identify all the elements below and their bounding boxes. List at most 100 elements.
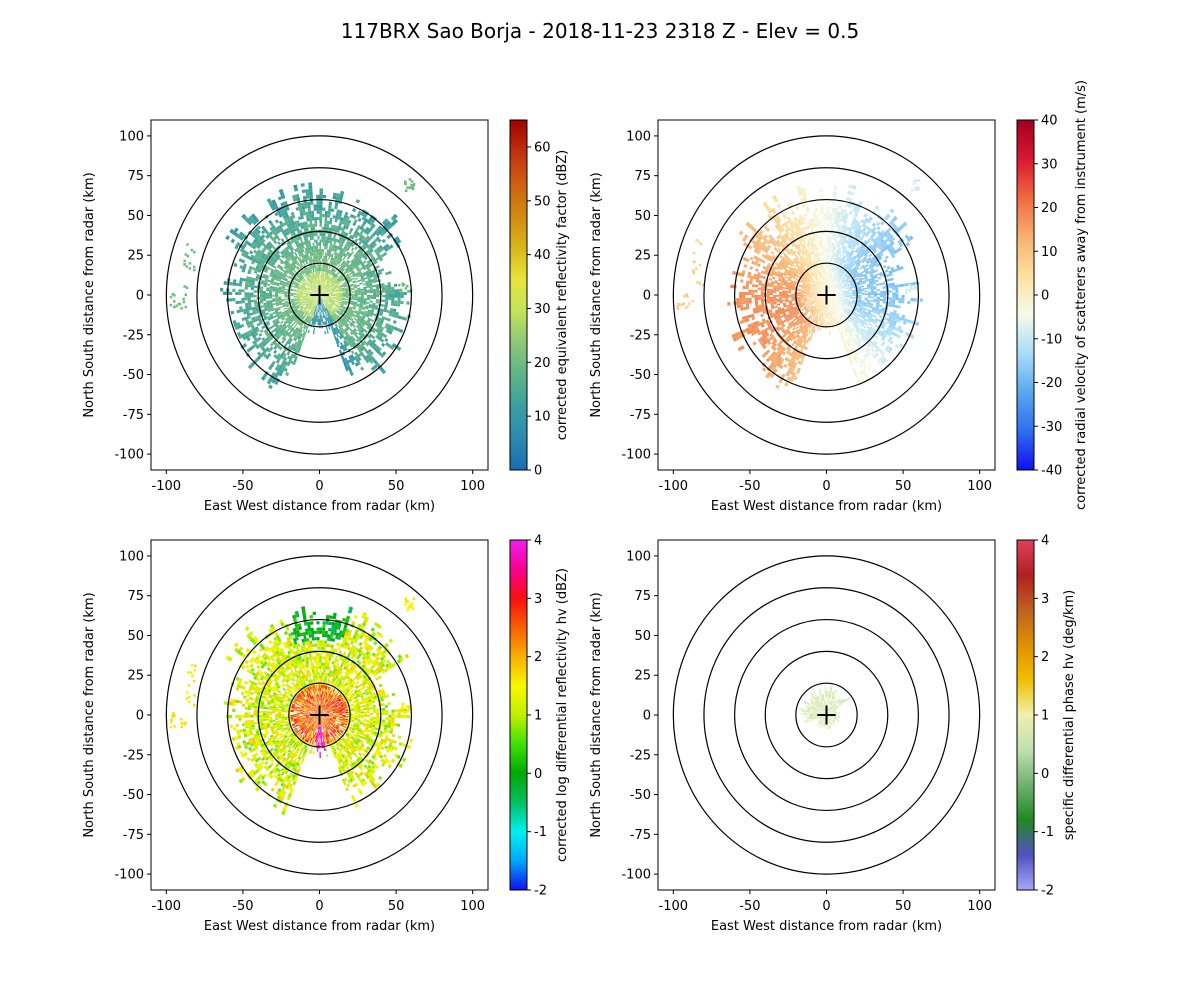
velocity-ylabel: North South distance from radar (km): [589, 172, 604, 417]
zdr-range-ring-20km: [288, 682, 351, 748]
zdr-range-ring-100km: [165, 555, 474, 875]
reflectivity-xtick-label: -50: [232, 479, 253, 494]
velocity-colorbar-tick-label: 30: [1041, 157, 1058, 172]
kdp-xlabel: East West distance from radar (km): [711, 919, 942, 934]
figure-title: 117BRX Sao Borja - 2018-11-23 2318 Z - E…: [341, 19, 859, 43]
kdp-xtick-label: -100: [659, 899, 689, 914]
velocity-ytick-label: -75: [630, 408, 651, 423]
velocity-range-ring-20km: [795, 262, 858, 328]
zdr-colorbar-tick-label: 4: [534, 534, 542, 549]
zdr-ytick-label: -50: [123, 788, 144, 803]
kdp-ytick-label: -25: [630, 748, 651, 763]
velocity-colorbar-tick-label: -30: [1041, 420, 1062, 435]
reflectivity-xtick-label: -100: [152, 479, 182, 494]
panel-zdr: -100 -50 0 50 100 -100 -75 -50 -25 0 25 50 75 100 East…: [82, 534, 570, 935]
reflectivity-range-ring-100km: [165, 135, 474, 455]
zdr-ylabel: North South distance from radar (km): [82, 592, 97, 837]
velocity-ytick-label: 25: [634, 249, 651, 264]
zdr-range-ring-40km: [257, 650, 382, 780]
zdr-ytick-label: 0: [136, 709, 144, 724]
zdr-xtick-label: -50: [232, 899, 253, 914]
reflectivity-colorbar-tick-label: 50: [534, 194, 551, 209]
reflectivity-ytick-label: 50: [127, 209, 144, 224]
zdr-xtick-label: -100: [152, 899, 182, 914]
reflectivity-range-ring-60km: [226, 198, 413, 392]
panel-velocity: -100 -50 0 50 100-100-75-50-250255075100East…: [589, 80, 1089, 514]
kdp-colorbar-tick-label: 1: [1041, 709, 1049, 724]
velocity-radar-location-marker: [817, 285, 836, 305]
kdp-colorbar-label: specific differential phase hv (deg/km): [1062, 590, 1077, 840]
velocity-colorbar-tick-label: -20: [1041, 376, 1062, 391]
reflectivity-colorbar-tick-label: 40: [534, 248, 551, 263]
reflectivity-xtick-label: 50: [388, 479, 405, 494]
kdp-xtick-label: 50: [895, 899, 912, 914]
zdr-radar-location-marker: [310, 705, 329, 725]
kdp-radar-location-marker: [817, 705, 836, 725]
zdr-xtick-label: 50: [388, 899, 405, 914]
kdp-range-ring-60km: [733, 618, 920, 812]
reflectivity-range-ring-80km: [196, 167, 443, 423]
kdp-ytick-label: -75: [630, 828, 651, 843]
reflectivity-range-ring-40km: [257, 230, 382, 360]
reflectivity-ytick-label: 25: [127, 249, 144, 264]
velocity-xlabel: East West distance from radar (km): [711, 499, 942, 514]
velocity-colorbar-tick-label: 40: [1041, 114, 1058, 129]
velocity-xtick-label: 50: [895, 479, 912, 494]
reflectivity-colorbar-tick-label: 60: [534, 140, 551, 155]
reflectivity-colorbar-tick-label: 10: [534, 410, 551, 425]
zdr-ytick-label: 75: [127, 589, 144, 604]
reflectivity-colorbar-label: corrected equivalent reflectivity factor…: [555, 150, 570, 441]
reflectivity-ytick-label: -100: [114, 448, 144, 463]
reflectivity-ylabel: North South distance from radar (km): [82, 172, 97, 417]
panel-reflectivity: -100 -50 0 50 100-100-75-50-250255075100East…: [82, 119, 570, 514]
velocity-range-ring-60km: [733, 198, 920, 392]
velocity-colorbar-label: corrected radial velocity of scatterers …: [1074, 80, 1089, 510]
reflectivity-xtick-label: 100: [460, 479, 485, 494]
kdp-ytick-label: 0: [643, 709, 651, 724]
zdr-colorbar-label: corrected log differential reflectivity …: [555, 568, 570, 862]
zdr-radar-field: [165, 555, 474, 875]
zdr-ytick-label: -75: [123, 828, 144, 843]
kdp-ytick-label: 100: [626, 549, 651, 564]
reflectivity-range-ring-20km: [288, 262, 351, 328]
velocity-xtick-label: 0: [822, 479, 830, 494]
zdr-colorbar: [509, 539, 528, 891]
velocity-ytick-label: -50: [630, 368, 651, 383]
velocity-range-ring-80km: [703, 167, 950, 423]
reflectivity-radar-location-marker: [310, 285, 329, 305]
zdr-ytick-label: 50: [127, 629, 144, 644]
kdp-colorbar-tick-label: 0: [1041, 767, 1049, 782]
kdp-range-ring-40km: [764, 650, 889, 780]
velocity-xtick-label: 100: [967, 479, 992, 494]
reflectivity-ytick-label: -50: [123, 368, 144, 383]
velocity-xtick-label: -50: [739, 479, 760, 494]
zdr-xtick-label: 0: [315, 899, 323, 914]
zdr-ytick-label: 100: [119, 549, 144, 564]
velocity-colorbar-tick-label: -10: [1041, 332, 1062, 347]
kdp-colorbar-tick-label: -1: [1041, 825, 1054, 840]
kdp-xtick-label: -50: [739, 899, 760, 914]
reflectivity-radar-field: [165, 135, 474, 455]
reflectivity-xtick-label: 0: [315, 479, 323, 494]
zdr-colorbar-tick-label: -2: [534, 884, 547, 899]
reflectivity-ytick-label: 0: [136, 289, 144, 304]
velocity-ytick-label: -100: [621, 448, 651, 463]
reflectivity-colorbar-tick-label: 30: [534, 302, 551, 317]
zdr-colorbar-tick-label: 3: [534, 592, 542, 607]
velocity-range-ring-40km: [764, 230, 889, 360]
velocity-colorbar-tick-label: -40: [1041, 464, 1062, 479]
panels: -100 -50 0 50 100-100-75-50-250255075100East…: [82, 80, 1089, 934]
kdp-range-ring-80km: [703, 587, 950, 843]
velocity-colorbar-tick-label: 20: [1041, 201, 1058, 216]
kdp-colorbar-tick-label: 3: [1041, 592, 1049, 607]
kdp-colorbar-tick-label: 4: [1041, 534, 1049, 549]
zdr-xtick-label: 100: [460, 899, 485, 914]
velocity-range-ring-100km: [672, 135, 981, 455]
panel-kdp: -100 -50 0 50 100 -100 -75 -50 -25 0 25 50 75 100 East…: [589, 534, 1077, 935]
kdp-range-ring-100km: [672, 555, 981, 875]
velocity-ytick-label: 75: [634, 169, 651, 184]
kdp-ytick-label: -100: [621, 868, 651, 883]
velocity-ytick-label: 0: [643, 289, 651, 304]
zdr-ytick-label: -25: [123, 748, 144, 763]
